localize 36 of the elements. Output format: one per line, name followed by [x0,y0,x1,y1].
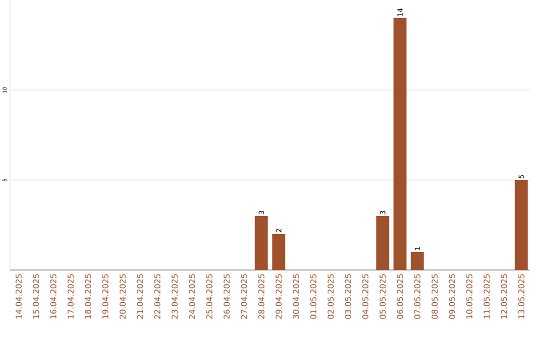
x-tick-label: 06.05.2025 [396,274,404,319]
x-tick-label: 23.04.2025 [172,274,178,319]
x-tick-label: 11.05.2025 [484,274,490,318]
bar [376,216,390,270]
x-tick-label: 30.04.2025 [292,274,300,319]
x-tick-label: 24.04.2025 [188,274,196,319]
x-tick-label: 09.05.2025 [448,274,456,319]
x-tick-label: 07.05.2025 [414,274,420,319]
x-tick-label: 20.04.2025 [120,274,126,319]
x-tick-label: 04.05.2025 [362,274,368,319]
x-tick-label: 01.05.2025 [310,274,316,319]
bar [272,234,286,270]
x-tick-label: 03.05.2025 [344,274,352,319]
x-tick-label: 14.04.2025 [16,274,22,318]
x-tick-label: 13.05.2025 [518,274,524,318]
bar [254,216,268,270]
x-tick-label: 16.04.2025 [50,274,56,318]
x-tick-label: 12.05.2025 [500,274,508,318]
x-tick-label: 17.04.2025 [68,274,74,318]
x-tick-label: 10.05.2025 [466,274,472,318]
x-tick-label: 05.05.2025 [380,274,386,319]
x-tick-label: 29.04.2025 [276,274,282,319]
x-tick-label: 19.04.2025 [102,274,108,318]
x-tick-label: 26.04.2025 [224,274,230,319]
x-tick-label: 08.05.2025 [432,274,438,319]
x-tick-label: 22.04.2025 [154,274,160,319]
x-tick-label: 21.04.2025 [136,274,144,319]
x-tick-label: 15.04.2025 [32,274,40,318]
x-tick-label: 02.05.2025 [328,274,334,319]
x-tick-label: 18.04.2025 [84,274,92,318]
bar [514,180,528,270]
x-tick-label: 27.04.2025 [240,274,248,319]
bar [410,252,424,270]
x-tick-label: 28.04.2025 [258,274,264,319]
bar [394,18,407,270]
x-tick-label: 25.04.2025 [206,274,212,319]
